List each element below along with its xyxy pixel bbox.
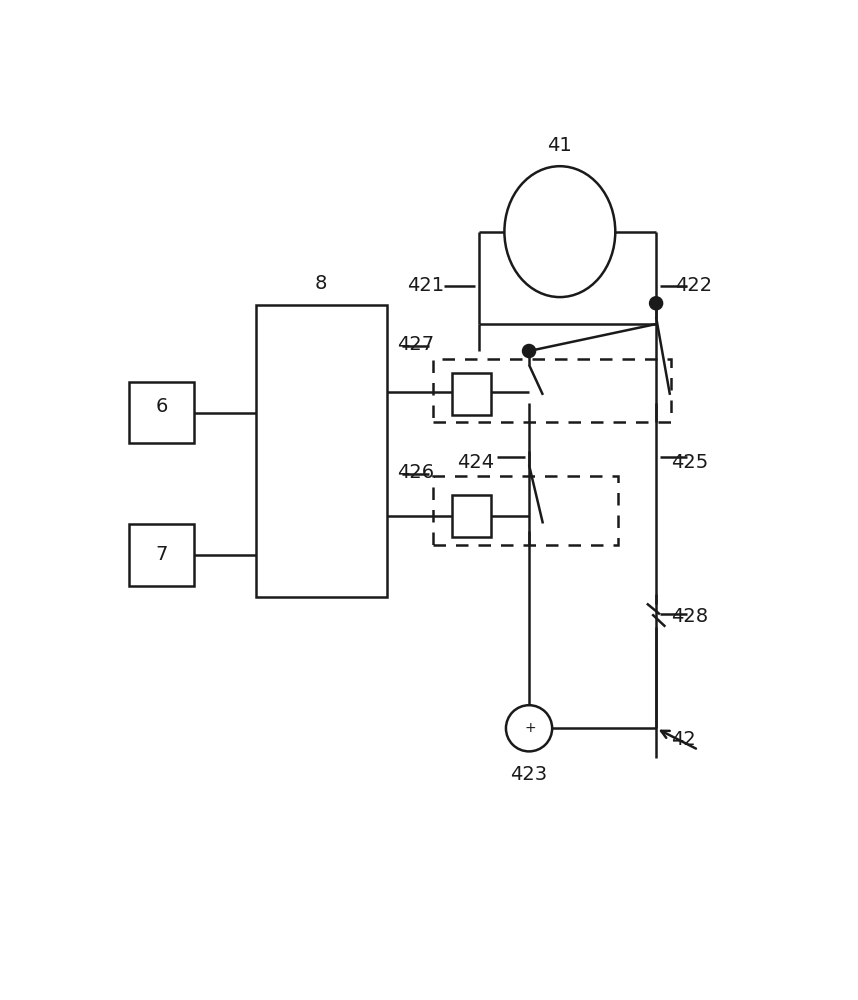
Bar <box>452 373 491 415</box>
Text: 7: 7 <box>155 545 168 564</box>
Bar <box>432 359 672 422</box>
Text: 6: 6 <box>155 397 168 416</box>
Text: 41: 41 <box>547 136 572 155</box>
Bar <box>432 476 618 545</box>
Text: 423: 423 <box>511 765 547 784</box>
Text: +: + <box>525 721 536 735</box>
Bar <box>452 495 491 537</box>
Text: 426: 426 <box>397 463 434 482</box>
Bar <box>129 524 194 586</box>
Bar <box>129 382 194 443</box>
Bar <box>256 305 387 597</box>
Text: 421: 421 <box>408 276 444 295</box>
Text: 424: 424 <box>457 453 494 472</box>
Circle shape <box>650 297 662 310</box>
Text: 427: 427 <box>397 335 434 354</box>
Text: 425: 425 <box>672 453 709 472</box>
Text: 428: 428 <box>672 607 709 626</box>
Text: 422: 422 <box>675 276 712 295</box>
Text: 42: 42 <box>672 730 696 749</box>
Circle shape <box>523 344 535 358</box>
Text: 8: 8 <box>315 274 328 293</box>
